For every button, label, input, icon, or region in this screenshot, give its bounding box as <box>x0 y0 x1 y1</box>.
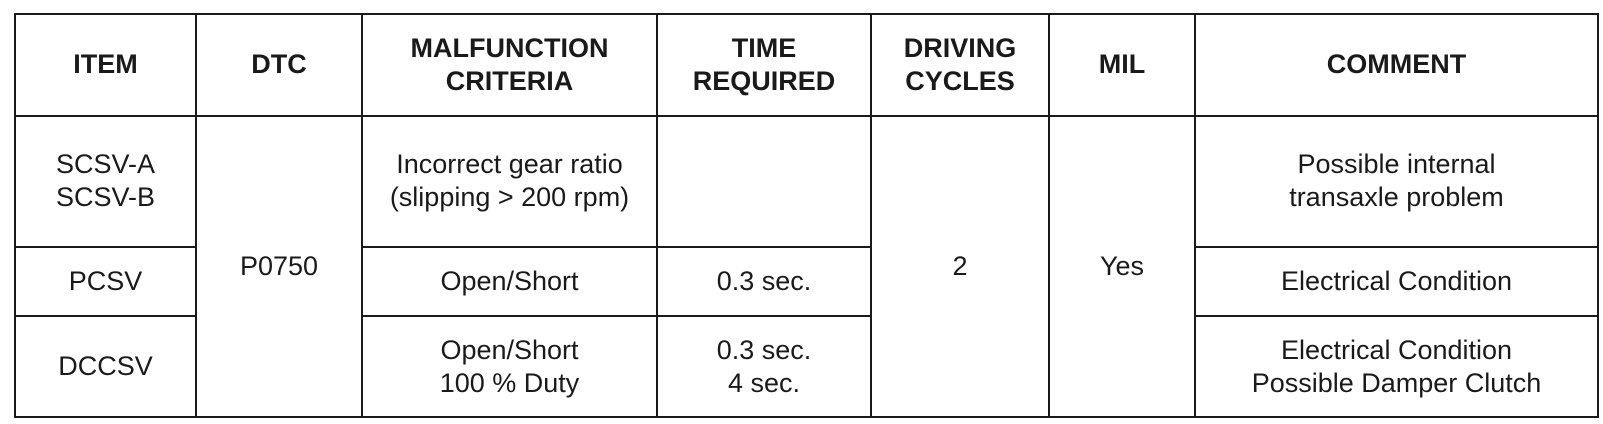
table-row: DCCSV Open/Short 100 % Duty 0.3 sec. 4 s… <box>14 315 1599 418</box>
header-row: ITEM DTC MALFUNCTION CRITERIA TIME REQUI… <box>14 13 1599 117</box>
malfunction-cell: Open/Short 100 % Duty <box>361 315 658 418</box>
header-item: ITEM <box>14 13 197 117</box>
header-comment: COMMENT <box>1194 13 1599 117</box>
time-line: 0.3 sec. <box>716 334 812 365</box>
time-line: 4 sec. <box>727 367 801 398</box>
header-driving-cycles: DRIVING CYCLES <box>870 13 1050 117</box>
comment-cell: Possible internal transaxle problem <box>1194 114 1599 249</box>
driving-cycles-cell: 2 <box>870 114 1050 418</box>
header-time-line: REQUIRED <box>692 65 836 96</box>
item-line: SCSV-A <box>55 149 156 180</box>
header-dtc: DTC <box>195 13 363 117</box>
comment-line: transaxle problem <box>1289 182 1504 213</box>
header-driving-line: CYCLES <box>905 65 1015 96</box>
comment-line: Possible internal <box>1297 149 1496 180</box>
comment-cell: Electrical Condition Possible Damper Clu… <box>1194 315 1599 418</box>
mil-cell: Yes <box>1048 114 1196 418</box>
comment-cell: Electrical Condition <box>1194 246 1599 318</box>
comment-line: Possible Damper Clutch <box>1251 367 1542 398</box>
dtc-table: ITEM DTC MALFUNCTION CRITERIA TIME REQUI… <box>14 13 1599 418</box>
comment-line: Electrical Condition <box>1280 334 1513 365</box>
dtc-code-cell: P0750 <box>195 114 363 418</box>
malfunction-cell: Open/Short <box>361 246 658 318</box>
item-line: SCSV-B <box>55 182 156 213</box>
table-row: SCSV-A SCSV-B P0750 Incorrect gear ratio… <box>14 114 1599 418</box>
time-line: 0.3 sec. <box>716 266 812 297</box>
malfunction-cell: Incorrect gear ratio (slipping > 200 rpm… <box>361 114 658 249</box>
time-cell-empty <box>656 114 872 249</box>
header-time-required: TIME REQUIRED <box>656 13 872 117</box>
time-cell: 0.3 sec. 4 sec. <box>656 315 872 418</box>
malfunction-line: Open/Short <box>440 266 579 297</box>
malfunction-line: Open/Short <box>440 334 579 365</box>
item-line: DCCSV <box>58 351 153 382</box>
item-cell: DCCSV <box>14 315 197 418</box>
comment-line: Electrical Condition <box>1280 266 1513 297</box>
header-malfunction-line: CRITERIA <box>445 65 574 96</box>
time-cell: 0.3 sec. <box>656 246 872 318</box>
item-cell: SCSV-A SCSV-B <box>14 114 197 249</box>
header-time-line: TIME <box>731 32 797 63</box>
item-cell: PCSV <box>14 246 197 318</box>
header-malfunction-line: MALFUNCTION <box>410 32 609 63</box>
malfunction-line: 100 % Duty <box>439 367 580 398</box>
header-malfunction-criteria: MALFUNCTION CRITERIA <box>361 13 658 117</box>
malfunction-line: Incorrect gear ratio <box>396 149 623 180</box>
item-line: PCSV <box>68 266 143 297</box>
header-driving-line: DRIVING <box>903 32 1017 63</box>
table-row: PCSV Open/Short 0.3 sec. Electrical Cond… <box>14 246 1599 318</box>
malfunction-line: (slipping > 200 rpm) <box>389 182 630 213</box>
header-mil: MIL <box>1048 13 1196 117</box>
